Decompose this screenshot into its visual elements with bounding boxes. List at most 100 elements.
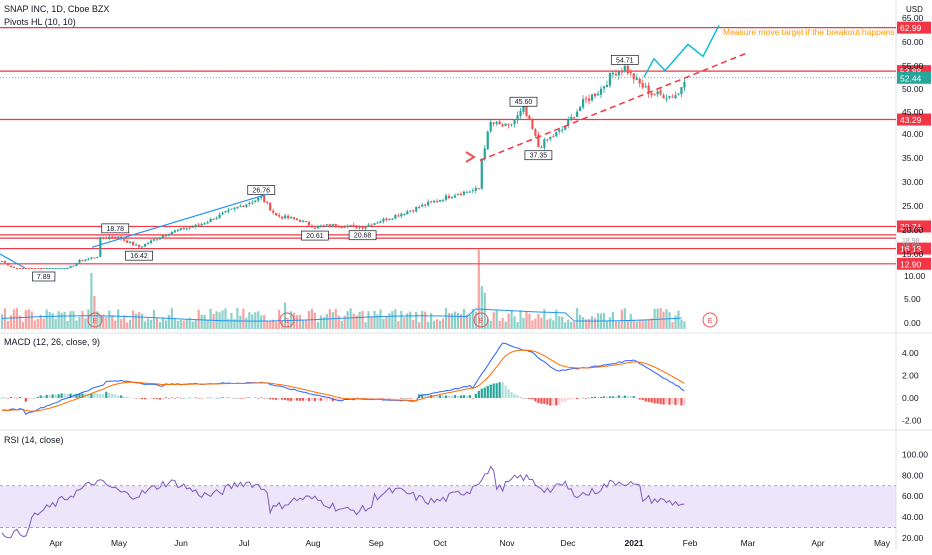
macd-histogram-bar — [295, 398, 299, 401]
macd-histogram-bar — [537, 398, 540, 404]
macd-histogram-bar — [129, 397, 132, 398]
candle-body — [69, 265, 72, 268]
candle-body — [319, 225, 322, 227]
volume-bar — [161, 317, 165, 329]
candle-body — [656, 91, 659, 95]
candle-body — [450, 197, 454, 199]
pivot-label: 37.35 — [530, 153, 548, 160]
volume-bar — [6, 320, 10, 329]
volume-bar — [42, 318, 45, 329]
candle-body — [459, 193, 463, 195]
candle-body — [57, 268, 60, 269]
candle-body — [361, 226, 364, 229]
volume-bar — [182, 320, 185, 329]
volume-bar — [164, 320, 167, 329]
volume-bar — [66, 320, 69, 329]
volume-bar — [275, 321, 278, 329]
macd-histogram-bar — [51, 394, 54, 398]
candle-body — [507, 124, 510, 126]
macd-histogram-bar — [611, 396, 614, 398]
candle-body — [474, 187, 477, 191]
volume-bar — [45, 309, 48, 329]
macd-histogram-bar — [662, 398, 665, 405]
time-axis-tick: Mar — [741, 538, 756, 548]
candle-body — [564, 126, 567, 130]
volume-bar — [9, 315, 13, 329]
candle-body — [492, 122, 495, 124]
candle-body — [596, 93, 600, 96]
macd-histogram-bar — [325, 398, 328, 401]
macd-histogram-bar — [292, 398, 296, 400]
measured-move-annotation: Measure move target if the breakout happ… — [723, 27, 895, 37]
candle-body — [316, 225, 319, 229]
candle-body — [498, 121, 501, 125]
candle-body — [278, 214, 281, 217]
volume-bar — [179, 320, 182, 329]
candle-body — [182, 228, 185, 230]
candle-body — [462, 191, 465, 195]
trend-arrow — [91, 193, 269, 248]
volume-bar — [614, 321, 617, 329]
volume-bar — [209, 308, 212, 329]
candle-body — [635, 77, 638, 80]
candle-body — [263, 195, 266, 203]
candle-body — [379, 221, 382, 223]
candle-body — [18, 268, 21, 269]
candle-body — [376, 222, 379, 224]
candle-body — [415, 206, 418, 212]
macd-histogram-bar — [33, 397, 36, 399]
macd-histogram-bar — [614, 396, 617, 398]
candle-body — [573, 117, 576, 119]
earnings-marker-icon[interactable] — [702, 312, 718, 328]
macd-histogram-bar — [286, 398, 290, 401]
candle-body — [424, 204, 427, 206]
macd-histogram-bar — [409, 398, 412, 399]
macd-histogram-bar — [245, 397, 248, 399]
volume-bar — [400, 310, 403, 329]
candle-body — [674, 95, 677, 99]
macd-histogram-bar — [510, 391, 513, 398]
candle-body — [671, 96, 674, 98]
volume-bar — [415, 312, 418, 329]
rsi-title[interactable]: RSI (14, close) — [4, 435, 64, 445]
macd-histogram-bar — [173, 398, 176, 399]
candle-body — [251, 202, 254, 204]
time-axis-tick: 2021 — [625, 538, 644, 548]
volume-bar — [582, 317, 585, 329]
earnings-marker-icon[interactable] — [473, 312, 489, 328]
candle-body — [15, 268, 18, 269]
candle-body — [653, 94, 656, 96]
earnings-marker-icon[interactable] — [279, 312, 295, 328]
macd-histogram-bar — [12, 397, 16, 398]
macd-histogram-bar — [185, 397, 188, 399]
price-level-tag-text: 12.90 — [900, 259, 922, 269]
macd-title[interactable]: MACD (12, 26, close, 9) — [4, 337, 100, 347]
volume-bar — [528, 313, 531, 329]
macd-histogram-bar — [638, 398, 641, 400]
volume-bar — [126, 322, 129, 329]
macd-histogram-bar — [555, 398, 558, 406]
volume-bar — [102, 314, 105, 329]
candle-body — [608, 73, 612, 86]
volume-bar — [167, 314, 170, 329]
candle-body — [245, 204, 248, 207]
macd-histogram-bar — [400, 398, 403, 399]
volume-bar — [507, 313, 510, 329]
macd-histogram-bar — [137, 398, 141, 399]
macd-line — [1, 342, 685, 415]
volume-bar — [322, 317, 325, 329]
earnings-marker-icon[interactable] — [87, 312, 103, 328]
macd-histogram-bar — [275, 398, 278, 400]
volume-bar — [221, 310, 224, 329]
macd-histogram-bar — [242, 398, 245, 399]
candle-body — [435, 201, 439, 203]
volume-bar — [36, 318, 39, 329]
volume-bar — [72, 311, 75, 329]
macd-histogram-bar — [546, 398, 549, 405]
candle-body — [215, 217, 218, 220]
volume-bar — [498, 320, 501, 329]
macd-histogram-bar — [260, 397, 263, 398]
macd-histogram-bar — [269, 398, 272, 400]
pivots-indicator-label[interactable]: Pivots HL (10, 10) — [4, 17, 76, 27]
